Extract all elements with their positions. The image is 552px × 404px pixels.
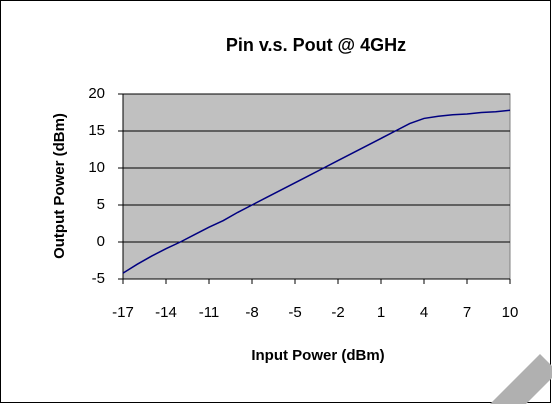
x-axis-title: Input Power (dBm) — [251, 347, 384, 364]
y-tick-label: 20 — [88, 85, 105, 102]
y-axis-title: Output Power (dBm) — [51, 113, 68, 259]
chart-title: Pin v.s. Pout @ 4GHz — [226, 35, 406, 55]
y-tick-label: 10 — [88, 159, 105, 176]
x-tick-label: -17 — [112, 304, 134, 321]
x-tick-label: -14 — [155, 304, 177, 321]
plot-area — [122, 93, 511, 280]
y-tick-label: 5 — [97, 196, 105, 213]
decoration-stripe — [490, 354, 552, 404]
x-tick-label: 7 — [463, 304, 471, 321]
y-tick-label: 15 — [88, 122, 105, 139]
x-tick-label: -2 — [331, 304, 344, 321]
y-tick-label: -5 — [92, 270, 105, 287]
x-tick-label: 10 — [502, 304, 519, 321]
x-tick-label: 1 — [377, 304, 385, 321]
x-tick-label: 4 — [420, 304, 428, 321]
x-tick-label: -5 — [288, 304, 301, 321]
x-tick-label: -8 — [245, 304, 258, 321]
x-tick-label: -11 — [199, 304, 220, 321]
y-tick-label: 0 — [97, 233, 105, 250]
data-line — [122, 109, 511, 274]
